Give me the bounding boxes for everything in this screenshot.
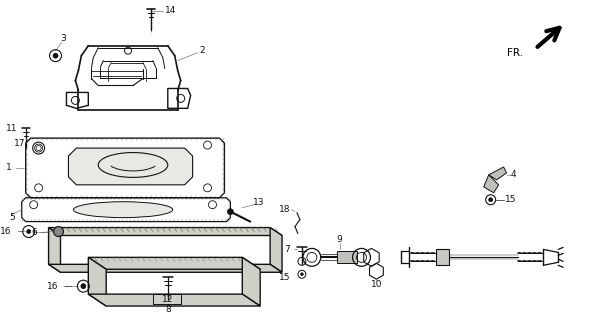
Text: 18: 18 xyxy=(278,205,290,214)
Polygon shape xyxy=(49,228,60,272)
Text: 12: 12 xyxy=(162,295,173,304)
Ellipse shape xyxy=(73,202,173,218)
Circle shape xyxy=(488,198,493,202)
Text: 2: 2 xyxy=(200,46,205,55)
Text: 13: 13 xyxy=(253,198,265,207)
Polygon shape xyxy=(88,257,106,306)
Polygon shape xyxy=(488,167,507,180)
Text: 10: 10 xyxy=(371,280,382,289)
Text: 3: 3 xyxy=(60,34,66,43)
Circle shape xyxy=(227,209,233,215)
Polygon shape xyxy=(88,294,260,306)
Circle shape xyxy=(300,273,303,276)
Text: 16: 16 xyxy=(1,227,12,236)
Text: 15: 15 xyxy=(505,195,516,204)
Text: FR.: FR. xyxy=(507,48,523,58)
Circle shape xyxy=(53,227,63,236)
Text: 6: 6 xyxy=(31,228,37,237)
Circle shape xyxy=(53,53,58,58)
Text: 16: 16 xyxy=(47,282,59,291)
Text: 1: 1 xyxy=(6,164,12,172)
Polygon shape xyxy=(270,228,282,272)
Circle shape xyxy=(81,284,86,289)
Text: 14: 14 xyxy=(165,6,176,15)
Text: 4: 4 xyxy=(511,171,516,180)
Polygon shape xyxy=(242,257,260,306)
Text: ―: ― xyxy=(18,228,25,235)
Text: 7: 7 xyxy=(284,245,290,254)
Text: 8: 8 xyxy=(165,305,170,314)
Circle shape xyxy=(27,229,31,234)
Text: 11: 11 xyxy=(7,124,18,133)
Polygon shape xyxy=(88,257,260,269)
Text: 9: 9 xyxy=(337,235,343,244)
Polygon shape xyxy=(69,148,192,185)
Text: 15: 15 xyxy=(278,273,290,282)
Text: 5: 5 xyxy=(9,213,15,222)
Text: 17: 17 xyxy=(14,139,25,148)
Polygon shape xyxy=(49,264,282,272)
Text: ―: ― xyxy=(66,283,72,289)
Polygon shape xyxy=(337,252,356,263)
Polygon shape xyxy=(436,249,449,265)
Polygon shape xyxy=(49,228,282,236)
Polygon shape xyxy=(484,175,498,193)
